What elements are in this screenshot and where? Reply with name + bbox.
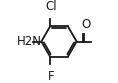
Text: F: F [48, 70, 55, 83]
Text: O: O [82, 18, 91, 31]
Text: Cl: Cl [46, 0, 57, 13]
Text: H2N: H2N [17, 35, 42, 48]
